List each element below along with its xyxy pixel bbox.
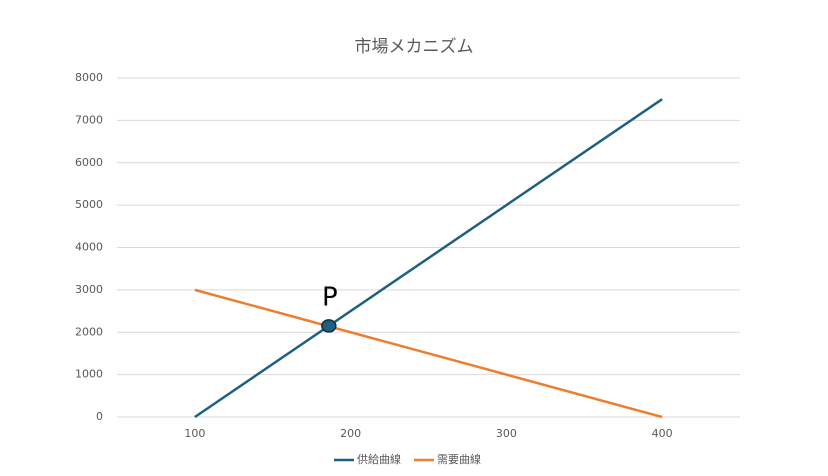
y-tick-label: 8000: [75, 71, 103, 84]
x-tick-label: 100: [184, 427, 205, 440]
y-tick-label: 3000: [75, 283, 103, 296]
y-tick-label: 5000: [75, 198, 103, 211]
annotation-label: P: [322, 282, 338, 312]
y-tick-label: 2000: [75, 325, 103, 338]
y-tick-label: 0: [96, 410, 103, 423]
chart-title: 市場メカニズム: [355, 37, 474, 57]
y-tick-label: 4000: [75, 241, 103, 254]
y-tick-label: 7000: [75, 113, 103, 126]
annotation-point: [321, 319, 337, 333]
series-line: [194, 288, 663, 419]
x-tick-label: 200: [340, 427, 361, 440]
legend-label: 供給曲線: [357, 452, 401, 466]
y-tick-label: 6000: [75, 156, 103, 169]
x-tick-label: 300: [496, 427, 517, 440]
y-tick-label: 1000: [75, 368, 103, 381]
legend-label: 需要曲線: [437, 452, 481, 466]
series-line: [194, 98, 663, 419]
x-tick-label: 400: [652, 427, 673, 440]
